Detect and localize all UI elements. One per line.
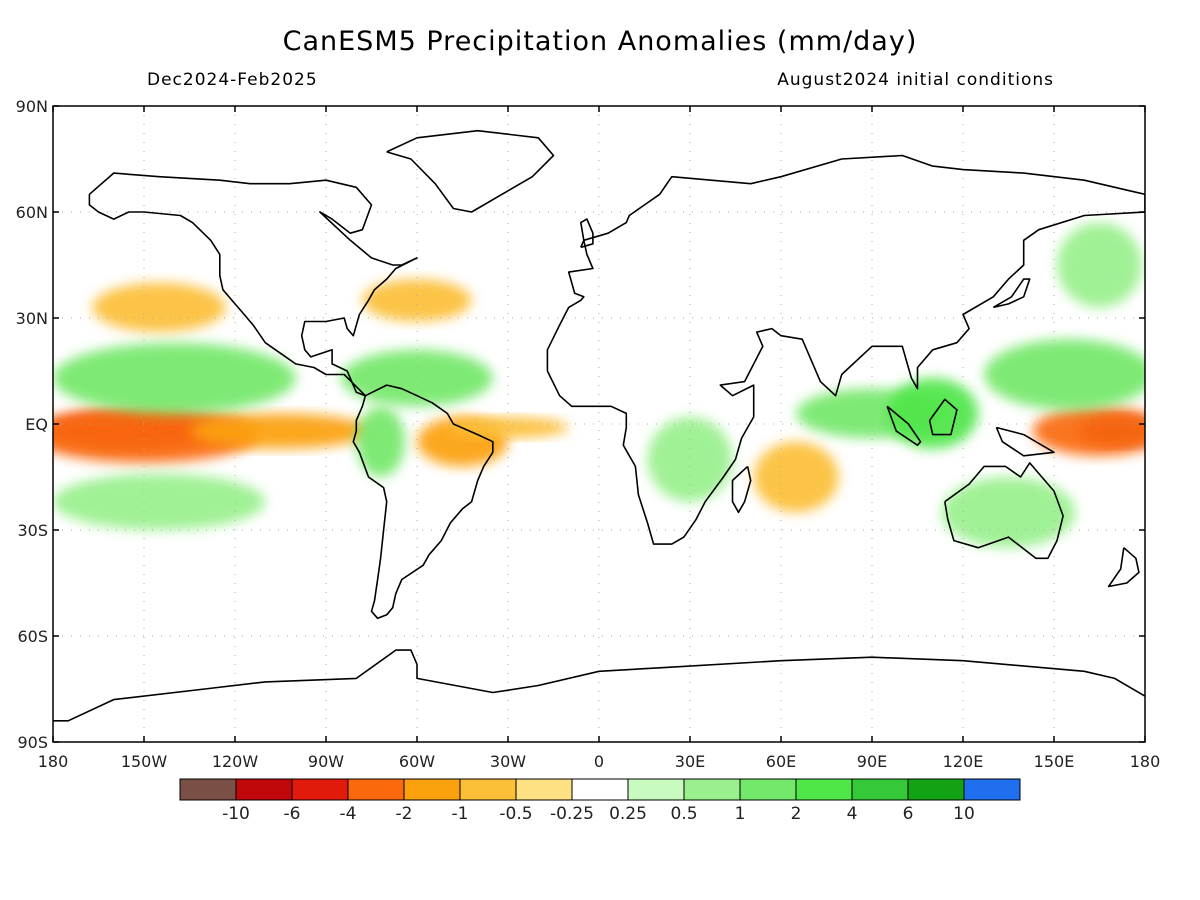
colorbar-label: 2 bbox=[791, 804, 802, 824]
coastline-new-zealand bbox=[1107, 547, 1140, 588]
coastline-antarctica bbox=[53, 649, 1145, 722]
colorbar-swatch bbox=[627, 778, 685, 801]
lat-tick-label: 60N bbox=[16, 203, 48, 222]
colorbar-swatch bbox=[739, 778, 797, 801]
colorbar-label: 10 bbox=[953, 804, 975, 824]
lat-tick-label: EQ bbox=[25, 415, 48, 434]
colorbar-swatch bbox=[459, 778, 517, 801]
colorbar-label: 0.5 bbox=[670, 804, 697, 824]
coastline-north-america bbox=[88, 172, 418, 397]
initial-conditions-label: August2024 initial conditions bbox=[777, 70, 1054, 90]
colorbar-label: 6 bbox=[903, 804, 914, 824]
colorbar-label: -0.5 bbox=[499, 804, 532, 824]
graticule bbox=[53, 106, 1145, 742]
colorbar-swatch bbox=[291, 778, 349, 801]
season-label: Dec2024-Feb2025 bbox=[147, 70, 318, 90]
coastline-africa-eurasia bbox=[546, 154, 1145, 545]
coastline-south-america bbox=[352, 384, 494, 620]
anomaly-east-pacific-dry bbox=[189, 413, 372, 449]
colorbar-label: -6 bbox=[284, 804, 301, 824]
lon-tick-label: 30W bbox=[490, 752, 526, 771]
lon-tick-label: 0 bbox=[594, 752, 604, 771]
colorbar-swatch bbox=[851, 778, 909, 801]
colorbar-swatch bbox=[963, 778, 1021, 801]
coastline-sumatra bbox=[886, 405, 922, 447]
colorbar-swatch bbox=[347, 778, 405, 801]
anomaly-north-pacific-high-wet bbox=[1057, 222, 1142, 308]
lon-tick-label: 60W bbox=[399, 752, 435, 771]
colorbar-swatch bbox=[235, 778, 293, 801]
anomaly-central-pacific-dry bbox=[53, 406, 260, 463]
anomaly-atlantic-eq-dry bbox=[447, 416, 569, 439]
colorbar-label: 1 bbox=[735, 804, 746, 824]
map-title: CanESM5 Precipitation Anomalies (mm/day) bbox=[282, 26, 918, 57]
lon-tick-label: 90E bbox=[857, 752, 887, 771]
colorbar-label: 0.25 bbox=[609, 804, 647, 824]
colorbar-swatch bbox=[683, 778, 741, 801]
colorbar-label: 4 bbox=[847, 804, 858, 824]
anomaly-west-pacific-north-wet bbox=[984, 339, 1145, 410]
colorbar-label: -4 bbox=[340, 804, 357, 824]
coastline-britain bbox=[579, 218, 594, 249]
coastline-new-guinea bbox=[995, 426, 1055, 457]
colorbar-swatch bbox=[795, 778, 853, 801]
lat-tick-label: 30S bbox=[17, 521, 48, 540]
anomaly-north-pacific-dry bbox=[92, 282, 226, 333]
coastline-japan bbox=[992, 278, 1031, 309]
anomaly-maritime-continent-wet bbox=[887, 378, 979, 449]
colorbar-swatch bbox=[515, 778, 573, 801]
colorbar-swatch bbox=[403, 778, 461, 801]
lon-tick-label: 60E bbox=[766, 752, 796, 771]
lon-tick-label: 120E bbox=[943, 752, 984, 771]
coastline-greenland bbox=[386, 129, 555, 213]
coastline-australia bbox=[944, 462, 1064, 560]
coastline-borneo bbox=[928, 398, 958, 436]
anomaly-north-atlantic-dry bbox=[362, 279, 472, 322]
colorbar-label: -10 bbox=[222, 804, 250, 824]
anomaly-amazon-west-wet bbox=[356, 406, 405, 477]
lon-tick-label: 150E bbox=[1034, 752, 1075, 771]
anomaly-caribbean-wet bbox=[341, 349, 493, 407]
coastlines bbox=[53, 129, 1145, 722]
colorbar-swatch bbox=[571, 778, 629, 801]
lat-tick-label: 30N bbox=[16, 309, 48, 328]
colorbar-label: -0.25 bbox=[550, 804, 594, 824]
lon-tick-label: 180 bbox=[38, 752, 69, 771]
lat-tick-label: 60S bbox=[17, 627, 48, 646]
anomaly-indian-ocean-dry bbox=[753, 441, 839, 513]
lat-tick-label: 90N bbox=[16, 97, 48, 116]
colorbar-label: -2 bbox=[396, 804, 413, 824]
lon-tick-label: 180 bbox=[1130, 752, 1161, 771]
anomaly-africa-east-wet bbox=[647, 416, 733, 502]
anomaly-west-pacific-dry bbox=[1032, 406, 1145, 456]
coastline-madagascar bbox=[731, 465, 752, 514]
colorbar-swatch bbox=[179, 778, 237, 801]
anomaly-tropical-pacific-south-wet bbox=[53, 473, 266, 530]
lon-tick-label: 150W bbox=[121, 752, 168, 771]
colorbar-label: -1 bbox=[452, 804, 469, 824]
anomaly-australia-wet bbox=[941, 476, 1076, 548]
anomaly-tropical-pacific-north-wet bbox=[53, 342, 296, 414]
lon-tick-label: 120W bbox=[212, 752, 259, 771]
lon-tick-label: 30E bbox=[675, 752, 705, 771]
colorbar: -10 -6 -4 -2 -1 -0.5 -0.25 0.25 0.5 1 2 4 6 10 bbox=[179, 778, 1021, 824]
lon-tick-label: 90W bbox=[308, 752, 344, 771]
lat-tick-label: 90S bbox=[17, 733, 48, 752]
colorbar-swatch bbox=[907, 778, 965, 801]
